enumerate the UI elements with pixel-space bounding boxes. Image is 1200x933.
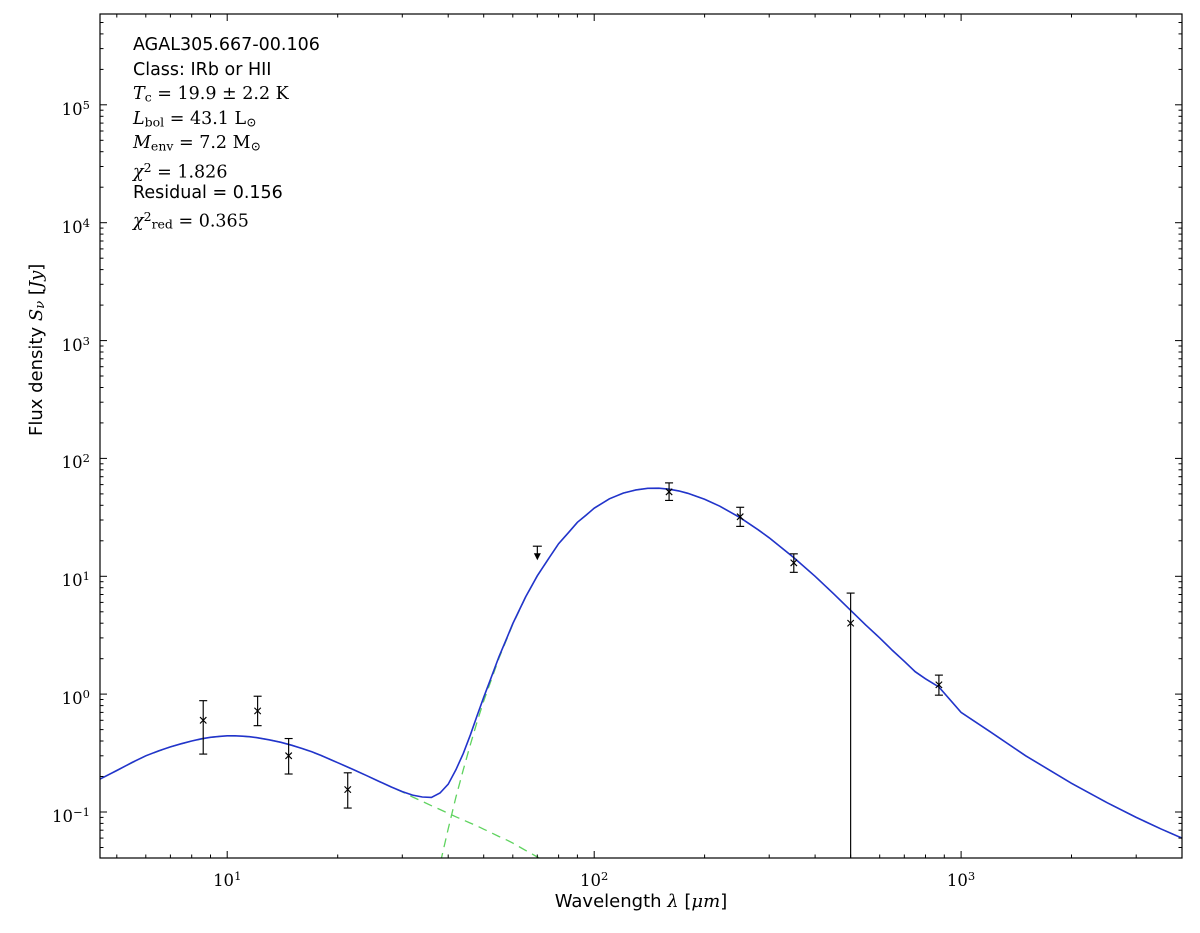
x-axis-label: Wavelength λ [μm] (441, 891, 841, 912)
x-marker (344, 785, 352, 794)
text-segment: [ (678, 891, 692, 912)
y-tick-label: 103 (61, 333, 90, 355)
x-marker (935, 681, 943, 689)
cold-component-model (440, 487, 1182, 858)
x-tick-label: 101 (213, 869, 242, 890)
text-segment: Class: IRb or HII (133, 59, 272, 80)
text-segment: ν (33, 300, 49, 309)
text-segment: λ (667, 891, 679, 912)
annotation-line: Menv = 7.2 M⊙ (133, 131, 320, 156)
text-segment: Residual = 0.156 (133, 182, 283, 203)
text-segment: χ (133, 211, 144, 232)
text-segment: ⊙ (246, 114, 257, 130)
text-segment: = 7.2 M (173, 133, 251, 154)
data-point (343, 772, 352, 809)
text-segment: 2 (143, 159, 152, 175)
y-tick-label: 105 (61, 97, 90, 119)
data-point (199, 700, 208, 755)
annotation-block: AGAL305.667-00.106 Class: IRb or HII Tc = … (133, 33, 320, 232)
text-segment: 2 (143, 209, 152, 225)
annotation-line: Lbol = 43.1 L⊙ (133, 107, 320, 132)
text-segment: [ (25, 288, 47, 301)
text-segment: μm (691, 891, 721, 912)
x-marker (199, 716, 207, 724)
text-segment: ] (25, 263, 47, 271)
annotation-line: AGAL305.667-00.106 (133, 33, 320, 58)
text-segment: red (151, 216, 173, 232)
data-point (253, 695, 262, 727)
x-marker (790, 559, 798, 567)
data-point (934, 674, 943, 696)
annotation-line: χ2 = 1.826 (133, 156, 320, 183)
data-point (665, 482, 674, 502)
text-segment: = 43.1 L (164, 108, 247, 129)
y-tick-label: 10−1 (52, 804, 90, 826)
text-segment: ] (720, 891, 728, 912)
text-segment: χ (133, 162, 144, 183)
photometry-points (199, 482, 943, 858)
plot-background (100, 14, 1182, 858)
text-segment: L (133, 108, 145, 129)
text-segment: = 1.826 (151, 162, 228, 183)
text-segment: ⊙ (250, 138, 262, 154)
y-tick-label: 102 (61, 451, 90, 473)
data-point (789, 553, 798, 573)
text-segment: = 19.9 ± 2.2 K (151, 84, 289, 105)
text-segment: bol (144, 114, 165, 130)
total-model (100, 487, 1182, 839)
down-arrow-icon (533, 553, 541, 561)
x-tick-label: 102 (579, 869, 609, 890)
text-segment: env (150, 138, 174, 154)
text-segment: Jy (25, 270, 47, 289)
text-segment: = 0.365 (172, 211, 249, 232)
x-marker (665, 488, 673, 496)
annotation-line: Class: IRb or HII (133, 58, 320, 83)
data-point (532, 545, 542, 561)
y-tick-label: 100 (61, 687, 90, 708)
text-segment: Flux density (25, 321, 47, 436)
annotation-line: Tc = 19.9 ± 2.2 K (133, 82, 320, 107)
data-point (736, 506, 745, 527)
annotation-line: Residual = 0.156 (133, 181, 320, 206)
x-marker (736, 513, 744, 521)
plot-frame (99, 13, 1183, 859)
text-segment: Wavelength (554, 891, 668, 912)
x-tick-label: 103 (946, 869, 976, 890)
y-tick-label: 104 (61, 215, 90, 237)
x-marker (847, 619, 855, 627)
x-marker (285, 752, 293, 760)
text-segment: c (144, 89, 152, 105)
data-point (846, 592, 855, 858)
x-marker (254, 707, 262, 715)
text-segment: T (133, 84, 145, 105)
text-segment: M (133, 133, 151, 154)
data-point (284, 737, 293, 775)
text-segment: S (25, 308, 47, 322)
text-segment: AGAL305.667-00.106 (133, 35, 320, 55)
y-tick-label: 101 (61, 569, 90, 591)
annotation-line: χ2red = 0.365 (133, 205, 320, 232)
